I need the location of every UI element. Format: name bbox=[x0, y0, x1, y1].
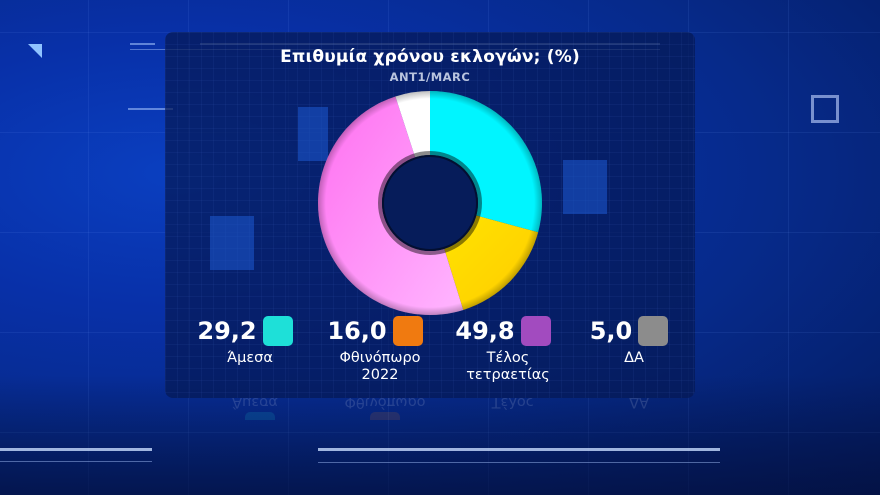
deco-line bbox=[0, 461, 152, 462]
legend-swatch-cyan bbox=[262, 316, 293, 346]
donut-hole bbox=[382, 155, 478, 251]
chart-legend: 29,2 Άμεσα 16,0 Φθινόπωρο 2022 49,8 Τέλο… bbox=[165, 316, 695, 396]
deco-rect bbox=[563, 160, 607, 214]
legend-item-amesa: 29,2 Άμεσα bbox=[175, 316, 315, 367]
legend-item-da: 5,0 ΔΑ bbox=[559, 316, 699, 367]
legend-swatch-purple bbox=[520, 316, 551, 346]
deco-rect bbox=[210, 216, 254, 270]
legend-value: 5,0 bbox=[589, 317, 633, 345]
deco-line bbox=[130, 43, 155, 45]
legend-swatch-orange bbox=[392, 316, 423, 346]
deco-line bbox=[0, 448, 152, 451]
legend-label: Φθινόπωρο 2022 bbox=[339, 350, 421, 383]
deco-line bbox=[318, 462, 720, 463]
legend-item-telos: 49,8 Τέλος τετραετίας bbox=[433, 316, 573, 384]
legend-item-fthinoporo: 16,0 Φθινόπωρο 2022 bbox=[305, 316, 445, 384]
legend-label: Άμεσα bbox=[227, 350, 273, 366]
deco-line bbox=[128, 108, 173, 110]
donut-chart bbox=[315, 88, 545, 318]
corner-triangle-icon bbox=[28, 44, 42, 58]
deco-rect bbox=[298, 107, 328, 161]
chart-panel: Επιθυμία χρόνου εκλογών; (%) ANT1/MARC bbox=[165, 32, 695, 398]
legend-value: 49,8 bbox=[455, 317, 515, 345]
square-outline-icon bbox=[811, 95, 839, 123]
chart-source: ANT1/MARC bbox=[389, 70, 471, 84]
legend-swatch-gray bbox=[638, 316, 669, 346]
legend-label: Τέλος τετραετίας bbox=[466, 350, 550, 383]
legend-label: ΔΑ bbox=[624, 350, 644, 366]
chart-title: Επιθυμία χρόνου εκλογών; (%) bbox=[280, 47, 580, 67]
legend-value: 16,0 bbox=[327, 317, 387, 345]
legend-value: 29,2 bbox=[197, 317, 257, 345]
donut-inner-shadow bbox=[378, 151, 482, 255]
deco-line bbox=[318, 448, 720, 451]
